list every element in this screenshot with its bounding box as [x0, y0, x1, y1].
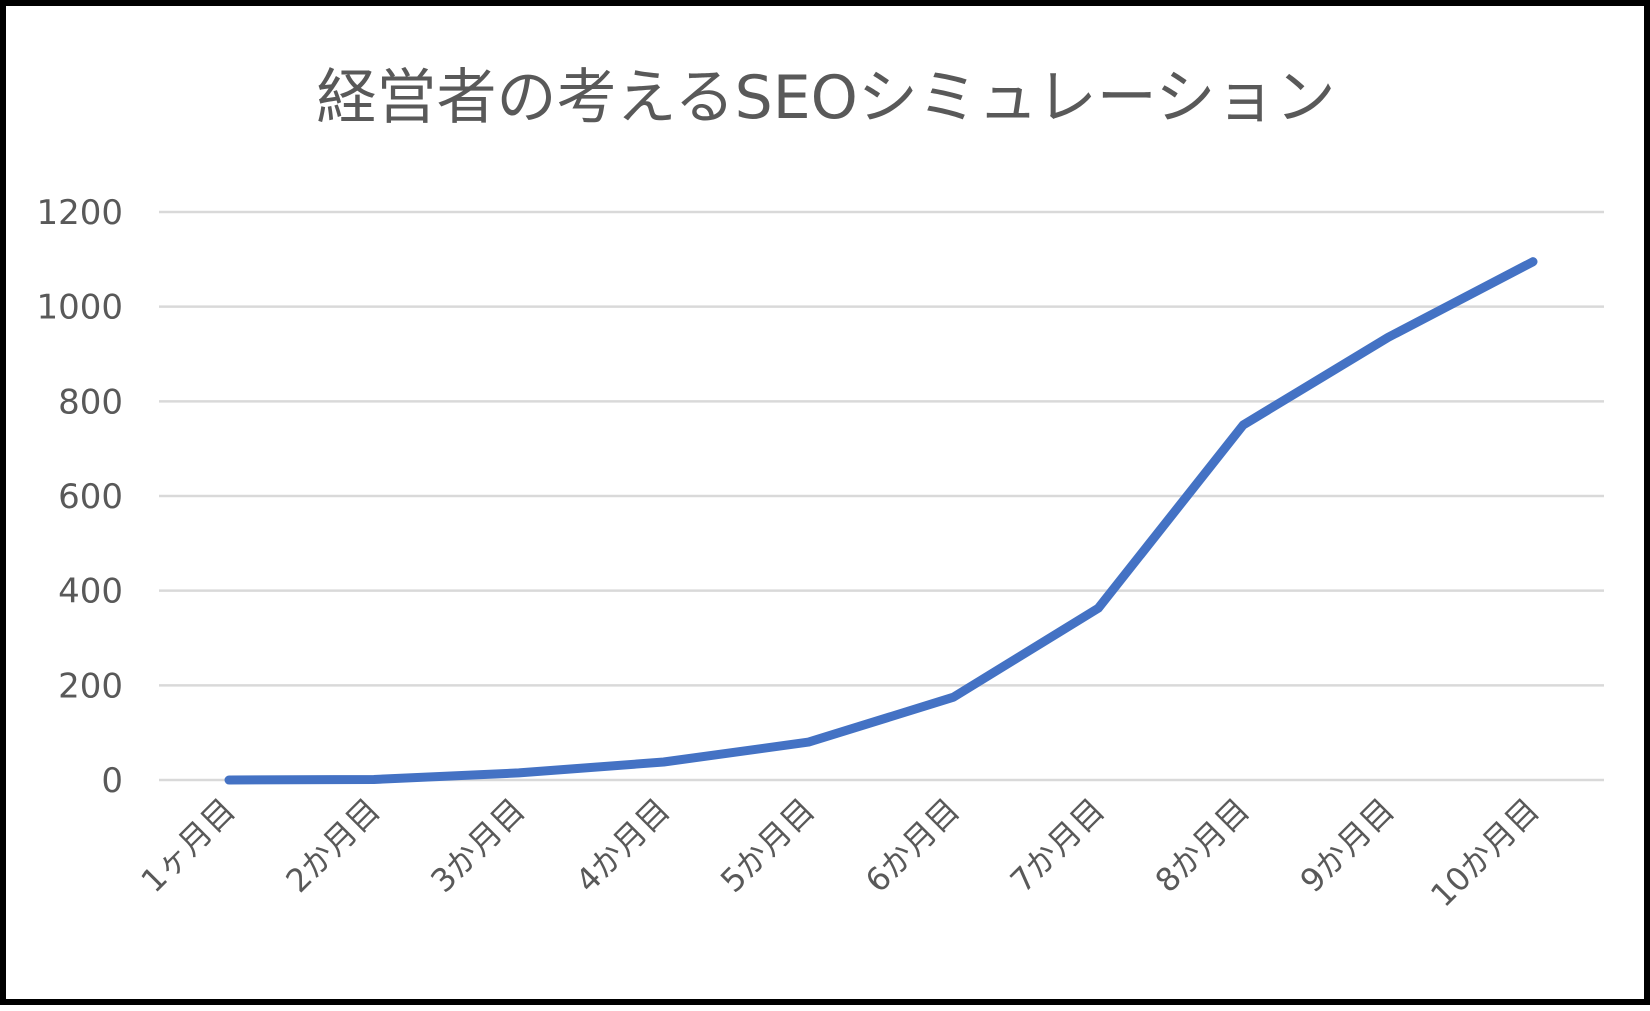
x-tick-label: 10か月目 [1423, 791, 1547, 915]
x-tick-label: 9か月目 [1293, 791, 1402, 900]
x-tick-label: 4か月目 [568, 791, 677, 900]
series-layer [229, 262, 1533, 781]
y-tick-label: 400 [58, 572, 123, 612]
x-tick-label: 6か月目 [858, 791, 967, 900]
gridlines [159, 212, 1604, 780]
series-line-0 [229, 262, 1533, 780]
y-tick-label: 1000 [36, 288, 123, 328]
chart-title: 経営者の考えるSEOシミュレーション [316, 63, 1335, 133]
x-tick-label: 2か月目 [278, 791, 387, 900]
y-tick-label: 1200 [36, 193, 123, 233]
y-tick-label: 800 [58, 382, 123, 422]
x-tick-label: 8か月目 [1148, 791, 1257, 900]
y-tick-label: 200 [58, 666, 123, 706]
y-tick-label: 600 [58, 477, 123, 517]
line-chart: 経営者の考えるSEOシミュレーション 0 200 400 600 800 1000 1200… [6, 6, 1650, 1011]
x-tick-label: 5か月目 [713, 791, 822, 900]
x-tick-label: 3か月目 [423, 791, 532, 900]
x-tick-label: 1ヶ月目 [133, 791, 242, 900]
y-tick-label: 0 [101, 761, 123, 801]
y-axis-ticks: 0 200 400 600 800 1000 1200 [36, 193, 123, 801]
x-tick-label: 7か月目 [1003, 791, 1112, 900]
